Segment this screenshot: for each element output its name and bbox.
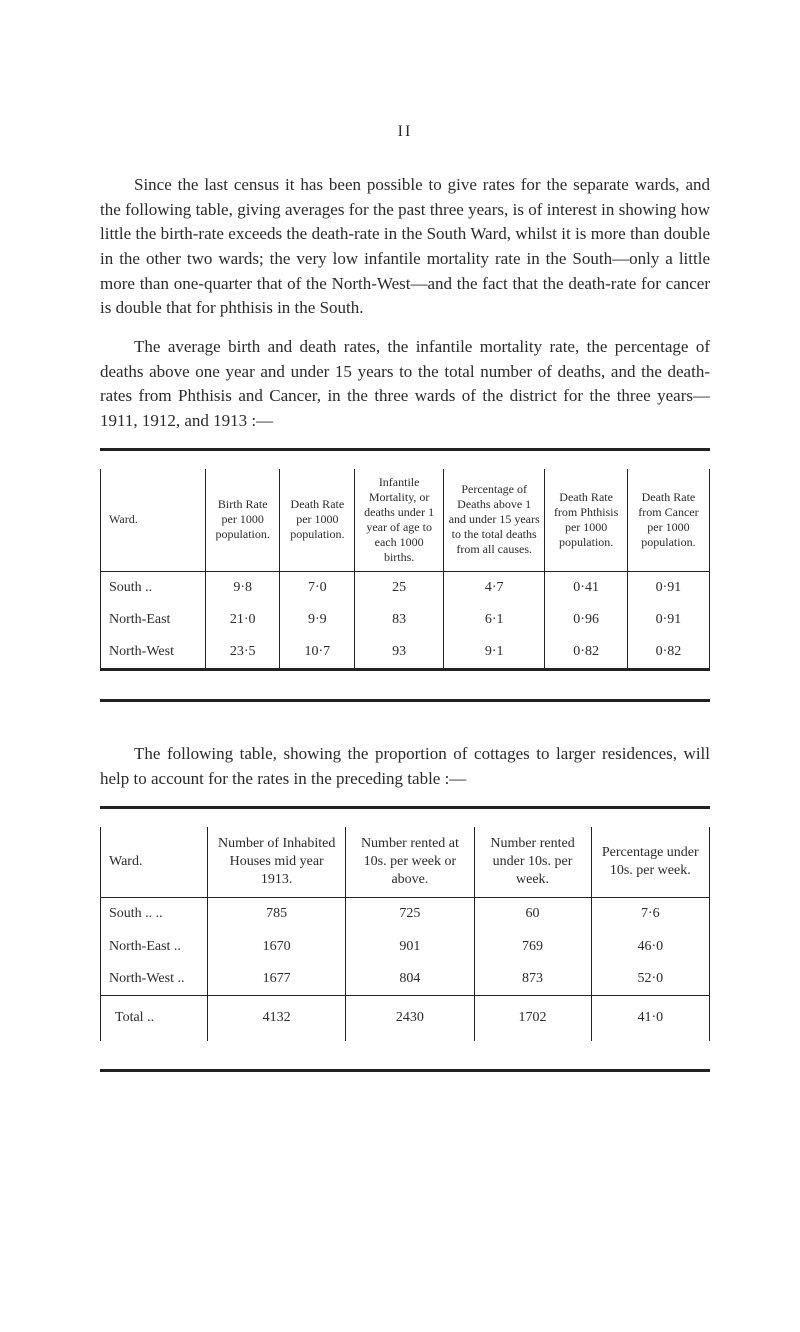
t1-cell: 25 (355, 571, 444, 604)
t2-cell: 725 (346, 898, 474, 931)
table-2-total-row: Total .. 4132 2430 1702 41·0 (101, 996, 710, 1041)
t2-cell: 873 (474, 963, 591, 996)
t2-total-cell: 2430 (346, 996, 474, 1041)
t2-cell: 46·0 (591, 931, 709, 963)
t1-cell: 7·0 (280, 571, 355, 604)
t2-total-cell: 1702 (474, 996, 591, 1041)
t2-cell: 1677 (208, 963, 346, 996)
t2-cell: 1670 (208, 931, 346, 963)
t1-cell: 93 (355, 636, 444, 670)
t1-col-ward: Ward. (101, 469, 206, 572)
table-row: South .. 9·8 7·0 25 4·7 0·41 0·91 (101, 571, 710, 604)
t2-cell: 769 (474, 931, 591, 963)
t1-cell: 0·91 (627, 571, 709, 604)
t1-cell: 9·1 (443, 636, 544, 670)
t1-cell: 0·91 (627, 604, 709, 636)
t2-ward-cell: North-West .. (101, 963, 208, 996)
t2-col-inhabited-houses: Number of Inhabited Houses mid year 1913… (208, 827, 346, 898)
t1-ward-cell: North-West (101, 636, 206, 670)
t2-total-cell: 4132 (208, 996, 346, 1041)
t1-col-death-rate: Death Rate per 1000 population. (280, 469, 355, 572)
t1-cell: 6·1 (443, 604, 544, 636)
table-2-header-row: Ward. Number of Inhabited Houses mid yea… (101, 827, 710, 898)
t2-col-percentage-under-10s: Percentage under 10s. per week. (591, 827, 709, 898)
t1-col-percentage-deaths-1-15: Percentage of Deaths above 1 and under 1… (443, 469, 544, 572)
t1-ward-cell: North-East (101, 604, 206, 636)
t2-cell: 804 (346, 963, 474, 996)
t1-col-phthisis-rate: Death Rate from Phthisis per 1000 popula… (545, 469, 628, 572)
paragraph-1: Since the last census it has been possib… (100, 173, 710, 321)
table-row: North-West .. 1677 804 873 52·0 (101, 963, 710, 996)
t2-cell: 7·6 (591, 898, 709, 931)
t2-total-label: Total .. (101, 996, 208, 1041)
paragraph-2: The average birth and death rates, the i… (100, 335, 710, 434)
page-body: II Since the last census it has been pos… (0, 0, 800, 1132)
t2-col-rented-10s-above: Number rented at 10s. per week or above. (346, 827, 474, 898)
table-row: North-West 23·5 10·7 93 9·1 0·82 0·82 (101, 636, 710, 670)
t1-cell: 0·96 (545, 604, 628, 636)
t2-cell: 60 (474, 898, 591, 931)
t1-ward-cell: South .. (101, 571, 206, 604)
table-1-header-row: Ward. Birth Rate per 1000 population. De… (101, 469, 710, 572)
t1-cell: 9·9 (280, 604, 355, 636)
t1-cell: 0·41 (545, 571, 628, 604)
t2-col-rented-under-10s: Number rented under 10s. per week. (474, 827, 591, 898)
t1-cell: 23·5 (206, 636, 280, 670)
t1-cell: 9·8 (206, 571, 280, 604)
t2-total-cell: 41·0 (591, 996, 709, 1041)
table-2-wrapper: Ward. Number of Inhabited Houses mid yea… (100, 806, 710, 1072)
t1-cell: 83 (355, 604, 444, 636)
t2-ward-cell: South .. .. (101, 898, 208, 931)
t2-cell: 901 (346, 931, 474, 963)
t1-col-cancer-rate: Death Rate from Cancer per 1000 populati… (627, 469, 709, 572)
t1-cell: 21·0 (206, 604, 280, 636)
table-row: North-East 21·0 9·9 83 6·1 0·96 0·91 (101, 604, 710, 636)
t2-col-ward: Ward. (101, 827, 208, 898)
page-number: II (100, 120, 710, 143)
mortality-table: Ward. Birth Rate per 1000 population. De… (100, 469, 710, 672)
t2-cell: 52·0 (591, 963, 709, 996)
t1-cell: 4·7 (443, 571, 544, 604)
t1-col-birth-rate: Birth Rate per 1000 population. (206, 469, 280, 572)
t1-cell: 0·82 (627, 636, 709, 670)
t1-cell: 0·82 (545, 636, 628, 670)
t1-col-infantile-mortality: Infantile Mortality, or deaths under 1 y… (355, 469, 444, 572)
table-1-wrapper: Ward. Birth Rate per 1000 population. De… (100, 448, 710, 703)
table-row: South .. .. 785 725 60 7·6 (101, 898, 710, 931)
t1-cell: 10·7 (280, 636, 355, 670)
t2-cell: 785 (208, 898, 346, 931)
housing-table: Ward. Number of Inhabited Houses mid yea… (100, 827, 710, 1041)
paragraph-3: The following table, showing the proport… (100, 742, 710, 791)
t2-ward-cell: North-East .. (101, 931, 208, 963)
table-row: North-East .. 1670 901 769 46·0 (101, 931, 710, 963)
